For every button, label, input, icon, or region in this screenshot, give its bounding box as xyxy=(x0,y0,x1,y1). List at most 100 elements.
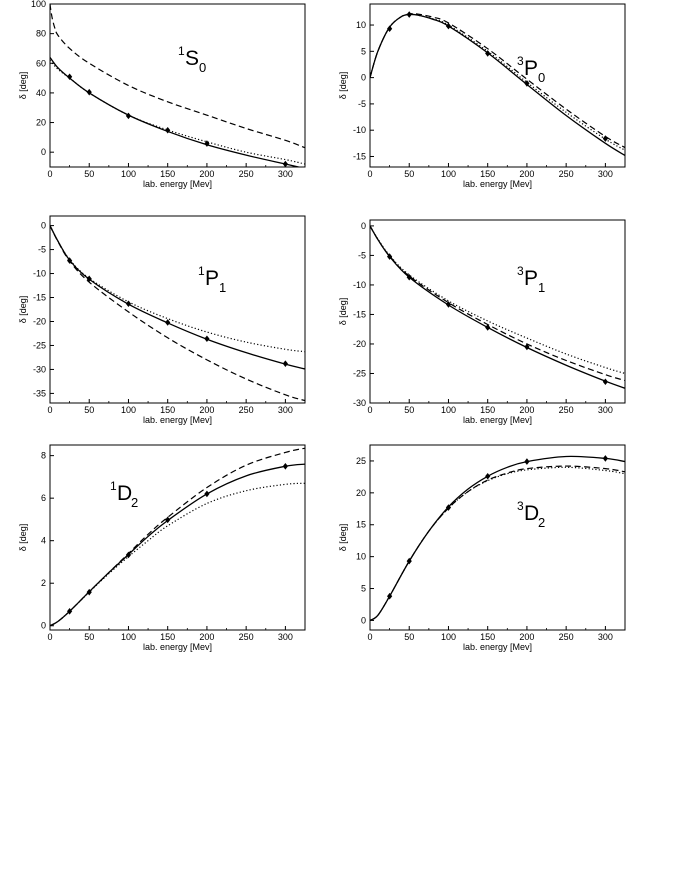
y-tick-label: 5 xyxy=(361,46,366,56)
series-line-solid xyxy=(370,13,625,156)
data-point-marker xyxy=(125,300,132,308)
data-point-marker xyxy=(602,455,608,462)
data-point-marker xyxy=(282,160,288,168)
x-tick-label: 200 xyxy=(199,632,214,642)
x-axis-label: lab. energy [Mev] xyxy=(143,642,212,652)
y-axis-label: δ [deg] xyxy=(338,298,348,326)
y-tick-label: 0 xyxy=(41,147,46,157)
state-label-letter: D xyxy=(524,502,539,525)
chart-1P1: 0 50 100 150 200 250 300 -35 -30 -25 -20 -15 -10 -5 0 l… xyxy=(18,215,306,425)
x-tick-label: 150 xyxy=(160,405,175,415)
x-tick-label: 150 xyxy=(160,169,175,179)
x-tick-label: 100 xyxy=(441,632,456,642)
series-group xyxy=(50,447,305,627)
state-label-letter: D xyxy=(117,482,132,505)
chart-3P1: 0 50 100 150 200 250 300 -30 -25 -20 -15 -10 -5 0 lab.… xyxy=(338,219,626,425)
data-point-marker xyxy=(524,343,530,351)
data-point-marker xyxy=(165,516,171,524)
y-tick-label: 25 xyxy=(356,456,366,466)
chart-1D2: 0 50 100 150 200 250 300 0 2 4 6 8 lab. energy [Mev]… xyxy=(18,444,306,652)
state-label-subscript: 1 xyxy=(538,280,545,295)
x-tick-label: 0 xyxy=(47,169,52,179)
state-label-subscript: 0 xyxy=(538,70,545,85)
x-tick-label: 250 xyxy=(559,632,574,642)
series-line-solid xyxy=(50,56,302,167)
data-point-marker xyxy=(165,126,171,134)
y-tick-label: 0 xyxy=(361,221,366,231)
x-axis-label: lab. energy [Mev] xyxy=(463,415,532,425)
x-tick-label: 100 xyxy=(441,405,456,415)
y-tick-label: -35 xyxy=(33,388,46,398)
state-label-superscript: 3 xyxy=(517,264,524,278)
series-line-solid xyxy=(50,463,305,627)
y-tick-label: -25 xyxy=(353,368,366,378)
data-point-marker xyxy=(204,490,210,498)
y-tick-label: 8 xyxy=(41,451,46,461)
x-tick-label: 0 xyxy=(47,632,52,642)
y-tick-label: -20 xyxy=(353,339,366,349)
state-label-letter: P xyxy=(524,267,538,290)
y-tick-label: 0 xyxy=(361,615,366,625)
y-tick-label: -15 xyxy=(353,309,366,319)
x-tick-label: 200 xyxy=(519,632,534,642)
x-axis-label: lab. energy [Mev] xyxy=(463,642,532,652)
x-tick-label: 200 xyxy=(199,405,214,415)
x-tick-label: 100 xyxy=(441,169,456,179)
state-label-superscript: 1 xyxy=(178,44,185,58)
y-tick-label: 80 xyxy=(36,29,46,39)
series-line-solid xyxy=(370,225,625,389)
x-tick-label: 150 xyxy=(480,169,495,179)
x-tick-label: 300 xyxy=(598,632,613,642)
series-group xyxy=(370,225,625,389)
data-point-marker xyxy=(86,275,92,283)
data-point-marker xyxy=(387,253,393,260)
data-point-marker xyxy=(165,319,171,326)
chart-3D2: 0 50 100 150 200 250 300 0 5 10 15 20 25 lab. energy … xyxy=(338,444,626,652)
series-line-dashed xyxy=(370,465,625,621)
series-line-dotted xyxy=(370,225,625,375)
y-tick-label: 100 xyxy=(31,0,46,9)
data-point-marker xyxy=(524,458,530,465)
series-line-dotted xyxy=(370,466,625,621)
x-tick-label: 300 xyxy=(278,632,293,642)
data-point-marker xyxy=(485,50,491,57)
state-label-superscript: 3 xyxy=(517,499,524,513)
data-point-marker xyxy=(602,378,608,386)
y-tick-label: 5 xyxy=(361,584,366,594)
x-tick-label: 150 xyxy=(480,405,495,415)
x-tick-label: 50 xyxy=(84,169,94,179)
x-tick-label: 250 xyxy=(559,405,574,415)
x-tick-label: 200 xyxy=(519,169,534,179)
x-tick-label: 0 xyxy=(367,169,372,179)
plot-frame xyxy=(49,444,306,631)
state-label-letter: P xyxy=(205,267,219,290)
series-line-dotted xyxy=(50,482,305,627)
y-tick-label: -10 xyxy=(353,280,366,290)
data-point-marker xyxy=(445,301,452,308)
state-label-superscript: 1 xyxy=(198,264,205,278)
y-tick-label: -15 xyxy=(353,151,366,161)
series-line-dashed xyxy=(50,4,305,149)
state-label-subscript: 2 xyxy=(538,515,545,530)
y-tick-label: -10 xyxy=(33,269,46,279)
y-axis-label: δ [deg] xyxy=(338,72,348,100)
y-tick-label: -25 xyxy=(33,340,46,350)
y-tick-label: 0 xyxy=(41,221,46,231)
data-point-marker xyxy=(67,257,73,264)
y-tick-label: 40 xyxy=(36,88,46,98)
data-point-marker xyxy=(406,11,412,18)
data-point-marker xyxy=(67,607,73,615)
x-tick-label: 50 xyxy=(84,405,94,415)
y-tick-label: 20 xyxy=(36,118,46,128)
state-label-subscript: 0 xyxy=(199,60,206,75)
state-label-letter: S xyxy=(185,47,199,70)
x-tick-label: 250 xyxy=(239,169,254,179)
y-tick-label: 2 xyxy=(41,578,46,588)
x-axis-label: lab. energy [Mev] xyxy=(143,415,212,425)
state-label-superscript: 1 xyxy=(110,479,117,493)
x-tick-label: 200 xyxy=(519,405,534,415)
series-group xyxy=(50,225,305,402)
data-point-marker xyxy=(524,80,530,87)
data-point-marker xyxy=(204,335,210,343)
